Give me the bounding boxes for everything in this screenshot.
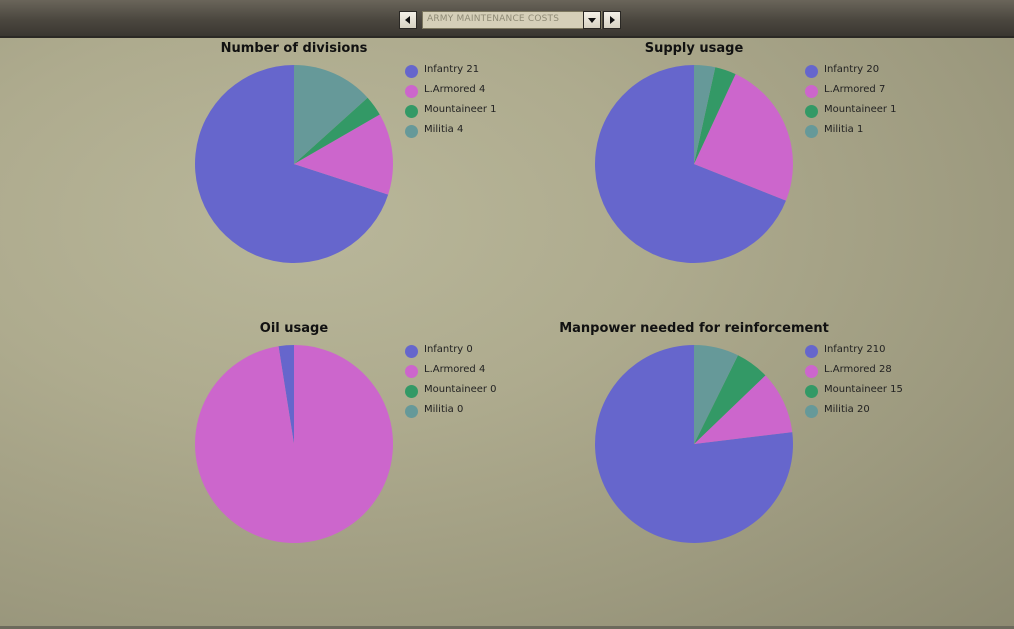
pie-chart bbox=[595, 345, 794, 543]
next-view-button[interactable] bbox=[603, 11, 621, 29]
legend-label: Militia 20 bbox=[824, 404, 870, 415]
pie-slice-militia bbox=[694, 345, 738, 444]
legend-swatch bbox=[405, 365, 418, 378]
legend-item-militia: Militia 20 bbox=[805, 403, 935, 423]
legend-swatch bbox=[405, 125, 418, 138]
legend-label: L.Armored 7 bbox=[824, 84, 886, 95]
legend-label: Mountaineer 0 bbox=[424, 384, 497, 395]
legend-label: Militia 1 bbox=[824, 124, 864, 135]
chart-legend: Infantry 21 L.Armored 4 Mountaineer 1 Mi… bbox=[405, 63, 535, 143]
legend-label: Militia 4 bbox=[424, 124, 464, 135]
legend-item-mountaineer: Mountaineer 15 bbox=[805, 383, 935, 403]
legend-item-armored: L.Armored 4 bbox=[405, 83, 535, 103]
pie-slice-infantry bbox=[595, 345, 794, 543]
legend-swatch bbox=[405, 105, 418, 118]
pie-chart bbox=[594, 65, 793, 263]
legend-label: Mountaineer 1 bbox=[424, 104, 497, 115]
legend-label: Infantry 20 bbox=[824, 64, 880, 75]
legend-label: Mountaineer 1 bbox=[824, 104, 897, 115]
bottom-border bbox=[0, 626, 1014, 629]
pie-slice-infantry bbox=[194, 65, 389, 263]
legend-swatch bbox=[405, 385, 418, 398]
pie-slice-armored bbox=[195, 345, 394, 543]
legend-label: L.Armored 28 bbox=[824, 364, 892, 375]
legend-item-infantry: Infantry 210 bbox=[805, 343, 935, 363]
pie-slice-militia bbox=[294, 65, 368, 164]
legend-label: Militia 0 bbox=[424, 404, 464, 415]
legend-swatch bbox=[405, 345, 418, 358]
legend-item-militia: Militia 1 bbox=[805, 123, 935, 143]
legend-label: Infantry 0 bbox=[424, 344, 473, 355]
legend-swatch bbox=[805, 125, 818, 138]
legend-label: Infantry 210 bbox=[824, 344, 886, 355]
dropdown-toggle-button[interactable] bbox=[583, 11, 601, 29]
pie-chart bbox=[194, 65, 393, 263]
legend-swatch bbox=[805, 385, 818, 398]
pie-slice-militia bbox=[694, 65, 716, 164]
pie-slice-infantry bbox=[594, 65, 786, 263]
chart-legend: Infantry 210 L.Armored 28 Mountaineer 15… bbox=[805, 343, 935, 423]
pie-chart bbox=[195, 345, 394, 543]
legend-label: Infantry 21 bbox=[424, 64, 480, 75]
legend-swatch bbox=[805, 85, 818, 98]
view-dropdown-label: ARMY MAINTENANCE COSTS bbox=[427, 14, 560, 24]
legend-label: L.Armored 4 bbox=[424, 84, 486, 95]
legend-label: L.Armored 4 bbox=[424, 364, 486, 375]
chart-title: Number of divisions bbox=[220, 41, 368, 56]
legend-swatch bbox=[805, 345, 818, 358]
legend-item-mountaineer: Mountaineer 1 bbox=[405, 103, 535, 123]
legend-item-infantry: Infantry 0 bbox=[405, 343, 535, 363]
legend-item-militia: Militia 4 bbox=[405, 123, 535, 143]
legend-swatch bbox=[405, 405, 418, 418]
pie-slice-mountaineer bbox=[694, 67, 736, 164]
legend-swatch bbox=[405, 85, 418, 98]
pie-slice-armored bbox=[694, 74, 793, 201]
pie-slice-mountaineer bbox=[294, 97, 380, 164]
legend-swatch bbox=[805, 65, 818, 78]
legend-item-infantry: Infantry 21 bbox=[405, 63, 535, 83]
legend-item-armored: L.Armored 7 bbox=[805, 83, 935, 103]
legend-swatch bbox=[805, 405, 818, 418]
chart-title: Oil usage bbox=[259, 321, 329, 336]
legend-item-militia: Militia 0 bbox=[405, 403, 535, 423]
arrow-left-icon bbox=[405, 16, 410, 24]
legend-item-armored: L.Armored 4 bbox=[405, 363, 535, 383]
chart-legend: Infantry 20 L.Armored 7 Mountaineer 1 Mi… bbox=[805, 63, 935, 143]
legend-item-infantry: Infantry 20 bbox=[805, 63, 935, 83]
previous-view-button[interactable] bbox=[399, 11, 417, 29]
arrow-right-icon bbox=[610, 16, 615, 24]
pie-slice-armored bbox=[294, 114, 393, 195]
legend-swatch bbox=[405, 65, 418, 78]
legend-swatch bbox=[805, 105, 818, 118]
legend-label: Mountaineer 15 bbox=[824, 384, 903, 395]
chevron-down-icon bbox=[588, 18, 596, 23]
legend-item-armored: L.Armored 28 bbox=[805, 363, 935, 383]
legend-item-mountaineer: Mountaineer 0 bbox=[405, 383, 535, 403]
top-toolbar: ARMY MAINTENANCE COSTS bbox=[0, 0, 1014, 38]
legend-swatch bbox=[805, 365, 818, 378]
pie-slice-mountaineer bbox=[694, 355, 766, 444]
view-dropdown[interactable]: ARMY MAINTENANCE COSTS bbox=[422, 11, 602, 29]
pie-slice-infantry bbox=[278, 345, 294, 444]
pie-slice-armored bbox=[694, 375, 793, 444]
chart-legend: Infantry 0 L.Armored 4 Mountaineer 0 Mil… bbox=[405, 343, 535, 423]
chart-title: Manpower needed for reinforcement bbox=[559, 321, 829, 336]
legend-item-mountaineer: Mountaineer 1 bbox=[805, 103, 935, 123]
chart-title: Supply usage bbox=[644, 41, 744, 56]
